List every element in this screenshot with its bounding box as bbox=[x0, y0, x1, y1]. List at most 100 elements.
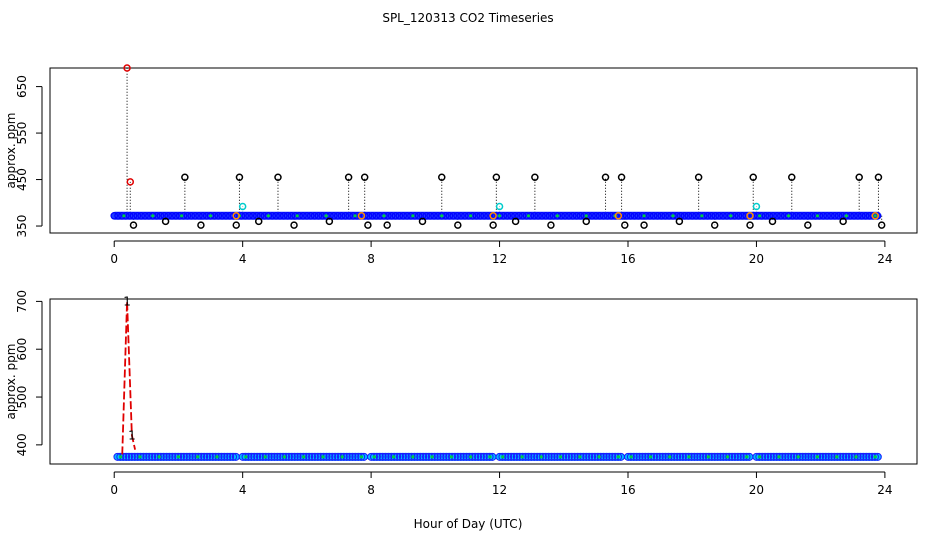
baseline-marker bbox=[211, 452, 220, 461]
baseline-marker bbox=[226, 452, 235, 461]
baseline-marker bbox=[206, 212, 215, 220]
data-point bbox=[621, 221, 629, 229]
baseline-marker bbox=[330, 212, 338, 220]
baseline-marker bbox=[313, 452, 322, 461]
data-point bbox=[710, 221, 719, 229]
baseline-marker bbox=[807, 452, 816, 461]
baseline-marker bbox=[360, 212, 369, 220]
data-point bbox=[197, 221, 205, 229]
data-point bbox=[547, 221, 555, 229]
baseline-marker bbox=[635, 452, 644, 461]
baseline-marker bbox=[534, 212, 542, 220]
baseline-marker bbox=[565, 212, 573, 220]
baseline-marker bbox=[407, 452, 416, 461]
baseline-green-marker bbox=[266, 214, 270, 218]
baseline-marker bbox=[485, 452, 494, 461]
baseline-marker bbox=[766, 452, 775, 461]
data-point bbox=[874, 173, 883, 181]
baseline-marker bbox=[524, 452, 533, 461]
baseline-marker bbox=[276, 212, 284, 220]
baseline-marker bbox=[504, 452, 513, 461]
baseline-marker bbox=[769, 452, 778, 461]
data-point bbox=[364, 221, 372, 229]
baseline-marker bbox=[241, 212, 250, 220]
baseline-marker bbox=[448, 452, 457, 461]
baseline-marker bbox=[345, 452, 354, 461]
baseline-marker bbox=[673, 452, 682, 461]
baseline-marker bbox=[545, 212, 554, 220]
baseline-marker bbox=[703, 212, 712, 220]
baseline-marker bbox=[348, 452, 357, 461]
data-point bbox=[492, 173, 501, 181]
baseline-marker bbox=[647, 452, 656, 461]
baseline-marker bbox=[764, 452, 773, 461]
baseline-marker bbox=[299, 452, 308, 461]
data-point bbox=[752, 202, 761, 211]
baseline-marker bbox=[416, 452, 425, 461]
baseline-marker bbox=[626, 452, 635, 461]
baseline-marker bbox=[310, 452, 319, 461]
baseline-marker bbox=[684, 452, 693, 461]
baseline-marker bbox=[337, 212, 346, 220]
baseline-green-marker bbox=[668, 455, 672, 459]
baseline-marker bbox=[205, 452, 214, 461]
baseline-marker bbox=[655, 452, 664, 461]
baseline-marker bbox=[614, 452, 623, 461]
baseline-green-marker bbox=[815, 455, 820, 459]
baseline-marker bbox=[331, 452, 340, 461]
baseline-marker bbox=[854, 212, 862, 220]
baseline-marker bbox=[738, 212, 747, 220]
baseline-green-marker bbox=[411, 214, 415, 218]
baseline-marker bbox=[179, 452, 188, 461]
baseline-marker bbox=[773, 212, 781, 220]
baseline-green-marker bbox=[526, 214, 531, 218]
baseline-marker bbox=[781, 452, 790, 461]
baseline-marker bbox=[368, 212, 377, 220]
baseline-marker bbox=[592, 212, 600, 220]
baseline-marker bbox=[742, 212, 750, 220]
baseline-green-marker bbox=[488, 455, 492, 459]
baseline-marker bbox=[414, 212, 423, 220]
data-point bbox=[675, 217, 684, 226]
baseline-marker bbox=[341, 212, 350, 220]
baseline-green-marker bbox=[873, 214, 877, 218]
baseline-marker bbox=[807, 212, 816, 220]
baseline-marker bbox=[564, 452, 573, 461]
baseline-marker bbox=[755, 452, 764, 461]
baseline-segment bbox=[114, 452, 240, 461]
baseline-marker bbox=[474, 452, 483, 461]
baseline-marker bbox=[110, 212, 119, 220]
baseline-green-marker bbox=[359, 455, 364, 459]
baseline-marker bbox=[722, 452, 731, 461]
baseline-marker bbox=[761, 452, 770, 461]
y-tick-label: 350 bbox=[15, 215, 29, 238]
baseline-marker bbox=[652, 452, 661, 461]
baseline-marker bbox=[865, 452, 874, 461]
baseline-green-marker bbox=[555, 214, 559, 218]
baseline-marker bbox=[410, 452, 419, 461]
data-point bbox=[126, 178, 135, 186]
data-point bbox=[489, 212, 497, 220]
baseline-marker bbox=[704, 452, 713, 461]
baseline-marker bbox=[264, 212, 273, 220]
baseline-marker bbox=[510, 452, 519, 461]
baseline-marker bbox=[261, 452, 270, 461]
baseline-marker bbox=[453, 212, 461, 220]
baseline-marker bbox=[669, 212, 677, 220]
baseline-marker bbox=[507, 212, 515, 220]
y-tick-label: 650 bbox=[15, 75, 29, 98]
baseline-marker bbox=[436, 452, 445, 461]
x-tick-label: 0 bbox=[110, 252, 118, 266]
baseline-marker bbox=[813, 452, 822, 461]
baseline-marker bbox=[308, 452, 317, 461]
baseline-marker bbox=[716, 452, 725, 461]
data-point bbox=[531, 173, 539, 181]
baseline-marker bbox=[305, 452, 314, 461]
y-tick-label: 500 bbox=[15, 386, 29, 409]
baseline-marker bbox=[827, 212, 835, 220]
baseline-marker bbox=[688, 212, 697, 220]
data-point bbox=[788, 173, 796, 181]
data-point bbox=[290, 221, 298, 229]
baseline-marker bbox=[862, 452, 871, 461]
baseline-marker bbox=[819, 212, 828, 220]
